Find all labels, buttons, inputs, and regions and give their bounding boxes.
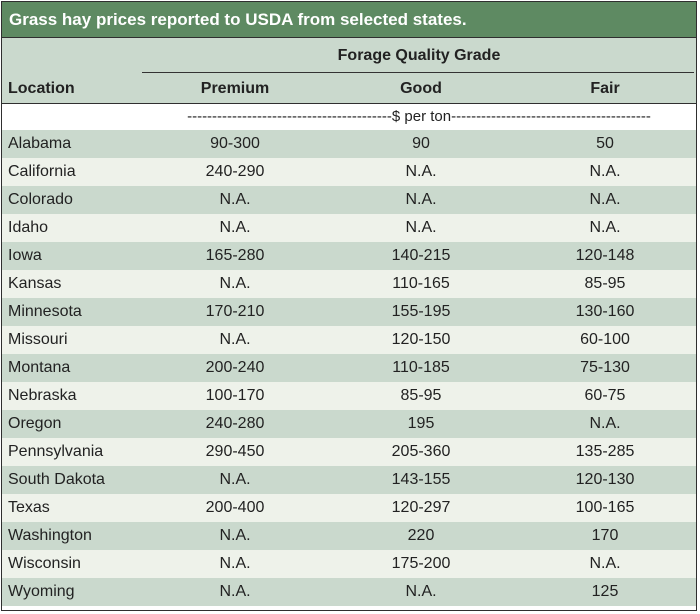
location-cell: Kansas [2,270,142,298]
table-row: Washington N.A. 220 170 [2,522,696,550]
table-row: Minnesota 170-210 155-195 130-160 [2,298,696,326]
fair-cell: 120-130 [514,466,696,494]
table-row: Montana 200-240 110-185 75-130 [2,354,696,382]
good-cell: 110-185 [328,354,514,382]
location-column-header: Location [8,80,75,97]
premium-cell: N.A. [142,550,328,578]
table-row: Kansas N.A. 110-165 85-95 [2,270,696,298]
good-cell: 120-297 [328,494,514,522]
premium-cell: N.A. [142,522,328,550]
table-header: Forage Quality Grade Location Premium Go… [2,38,696,104]
table-row: Missouri N.A. 120-150 60-100 [2,326,696,354]
table-row: Alabama 90-300 90 50 [2,130,696,158]
fair-cell: N.A. [514,186,696,214]
group-underline [142,72,694,73]
premium-column-header: Premium [200,80,270,97]
location-cell: Washington [2,522,142,550]
table-row: Pennsylvania 290-450 205-360 135-285 [2,438,696,466]
premium-cell: 90-300 [142,130,328,158]
fair-cell: 130-160 [514,298,696,326]
table-row: Texas 200-400 120-297 100-165 [2,494,696,522]
location-cell: Colorado [2,186,142,214]
good-cell: 220 [328,522,514,550]
location-cell: Wisconsin [2,550,142,578]
forage-quality-grade-label: Forage Quality Grade [337,47,501,64]
premium-cell: N.A. [142,270,328,298]
good-cell: 85-95 [328,382,514,410]
fair-cell: 170 [514,522,696,550]
good-column-header: Good [400,80,442,97]
good-cell: N.A. [328,214,514,242]
fair-cell: 100-165 [514,494,696,522]
table-row: Wisconsin N.A. 175-200 N.A. [2,550,696,578]
fair-cell: 135-285 [514,438,696,466]
price-table-body: Alabama 90-300 90 50 California 240-290 N.A. N.… [2,130,696,606]
premium-cell: 290-450 [142,438,328,466]
premium-cell: N.A. [142,214,328,242]
premium-cell: 240-280 [142,410,328,438]
table-row: South Dakota N.A. 143-155 120-130 [2,466,696,494]
location-cell: Wyoming [2,578,142,606]
fair-cell: 75-130 [514,354,696,382]
fair-cell: 85-95 [514,270,696,298]
fair-cell: 50 [514,130,696,158]
good-cell: N.A. [328,158,514,186]
table-row: California 240-290 N.A. N.A. [2,158,696,186]
fair-cell: N.A. [514,410,696,438]
premium-cell: N.A. [142,578,328,606]
good-cell: 195 [328,410,514,438]
fair-cell: 120-148 [514,242,696,270]
premium-cell: N.A. [142,186,328,214]
good-cell: 110-165 [328,270,514,298]
good-cell: 90 [328,130,514,158]
premium-cell: N.A. [142,326,328,354]
fair-cell: 125 [514,578,696,606]
table-row: Wyoming N.A. N.A. 125 [2,578,696,606]
unit-label: ----------------------------------------… [187,108,651,125]
good-cell: N.A. [328,186,514,214]
good-cell: 143-155 [328,466,514,494]
good-cell: 120-150 [328,326,514,354]
location-cell: Montana [2,354,142,382]
table-row: Colorado N.A. N.A. N.A. [2,186,696,214]
table-row: Iowa 165-280 140-215 120-148 [2,242,696,270]
location-cell: Nebraska [2,382,142,410]
good-cell: 175-200 [328,550,514,578]
premium-cell: 170-210 [142,298,328,326]
table-row: Oregon 240-280 195 N.A. [2,410,696,438]
unit-row: ----------------------------------------… [2,104,696,130]
location-cell: Minnesota [2,298,142,326]
location-cell: Alabama [2,130,142,158]
fair-cell: N.A. [514,550,696,578]
premium-cell: 165-280 [142,242,328,270]
location-cell: Texas [2,494,142,522]
good-cell: 205-360 [328,438,514,466]
fair-column-header: Fair [590,80,620,97]
table-row: Nebraska 100-170 85-95 60-75 [2,382,696,410]
table-row: Idaho N.A. N.A. N.A. [2,214,696,242]
location-cell: Oregon [2,410,142,438]
location-cell: South Dakota [2,466,142,494]
location-cell: Idaho [2,214,142,242]
good-cell: N.A. [328,578,514,606]
fair-cell: N.A. [514,214,696,242]
fair-cell: 60-100 [514,326,696,354]
premium-cell: 200-240 [142,354,328,382]
premium-cell: 240-290 [142,158,328,186]
good-cell: 155-195 [328,298,514,326]
good-cell: 140-215 [328,242,514,270]
premium-cell: N.A. [142,466,328,494]
table-title: Grass hay prices reported to USDA from s… [2,2,696,38]
location-cell: Pennsylvania [2,438,142,466]
premium-cell: 200-400 [142,494,328,522]
location-cell: Missouri [2,326,142,354]
fair-cell: 60-75 [514,382,696,410]
premium-cell: 100-170 [142,382,328,410]
location-cell: Iowa [2,242,142,270]
fair-cell: N.A. [514,158,696,186]
location-cell: California [2,158,142,186]
